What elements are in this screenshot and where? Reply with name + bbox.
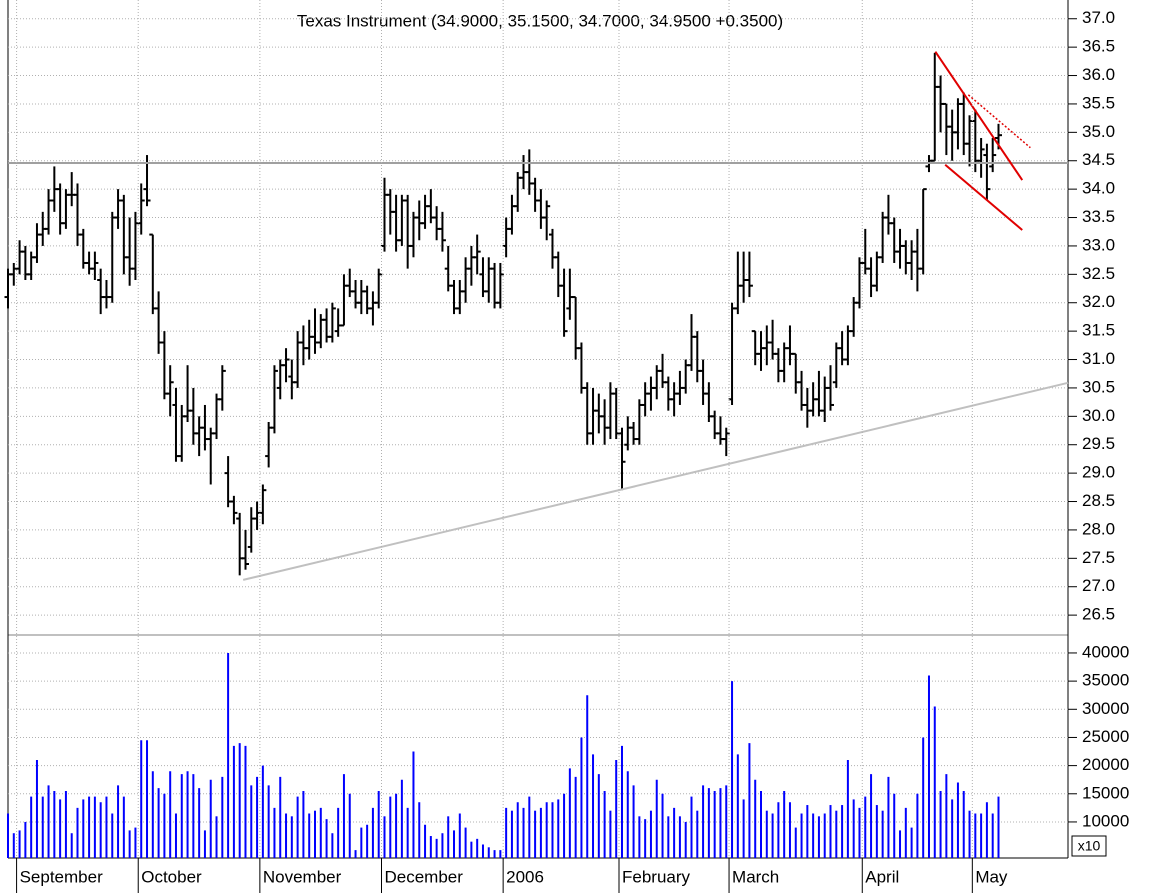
y-tick-label: 27.5 <box>1082 548 1115 567</box>
y-tick-label: 35.0 <box>1082 122 1115 141</box>
y-tick-label: 25000 <box>1082 727 1129 746</box>
y-tick-label: 37.0 <box>1082 8 1115 27</box>
x-tick-label: September <box>20 867 103 886</box>
y-tick-label: 15000 <box>1082 783 1129 802</box>
y-tick-label: 35.5 <box>1082 93 1115 112</box>
trend-line <box>967 94 1031 149</box>
y-tick-label: 29.0 <box>1082 463 1115 482</box>
y-tick-label: 30000 <box>1082 699 1129 718</box>
y-tick-label: 34.5 <box>1082 150 1115 169</box>
y-tick-label: 29.5 <box>1082 434 1115 453</box>
y-tick-label: 35000 <box>1082 671 1129 690</box>
y-tick-label: 32.5 <box>1082 264 1115 283</box>
y-tick-label: 34.0 <box>1082 179 1115 198</box>
y-tick-label: 30.0 <box>1082 406 1115 425</box>
trend-line <box>944 163 1023 231</box>
y-tick-label: 20000 <box>1082 755 1129 774</box>
chart-title: Texas Instrument (34.9000, 35.1500, 34.7… <box>297 11 783 30</box>
y-tick-label: 36.0 <box>1082 65 1115 84</box>
x-tick-label: October <box>141 867 202 886</box>
trend-line <box>934 51 1024 181</box>
x-tick-label: April <box>865 867 899 886</box>
scale-note: x10 <box>1078 838 1101 854</box>
x-tick-label: March <box>732 867 779 886</box>
x-tick-label: May <box>975 867 1008 886</box>
y-tick-label: 32.0 <box>1082 292 1115 311</box>
y-tick-label: 33.0 <box>1082 235 1115 254</box>
trend-line <box>242 381 1069 581</box>
y-tick-label: 40000 <box>1082 642 1129 661</box>
y-tick-label: 28.5 <box>1082 491 1115 510</box>
x-tick-label: 2006 <box>506 867 544 886</box>
y-tick-label: 26.5 <box>1082 605 1115 624</box>
y-tick-label: 33.5 <box>1082 207 1115 226</box>
x-tick-label: December <box>385 867 464 886</box>
x-tick-label: February <box>622 867 691 886</box>
y-tick-label: 31.5 <box>1082 321 1115 340</box>
x-tick-label: November <box>263 867 342 886</box>
y-tick-label: 36.5 <box>1082 37 1115 56</box>
y-tick-label: 27.0 <box>1082 576 1115 595</box>
y-tick-label: 10000 <box>1082 811 1129 830</box>
scale-box <box>1071 835 1107 857</box>
y-tick-label: 31.0 <box>1082 349 1115 368</box>
y-tick-label: 30.5 <box>1082 377 1115 396</box>
y-tick-label: 28.0 <box>1082 519 1115 538</box>
